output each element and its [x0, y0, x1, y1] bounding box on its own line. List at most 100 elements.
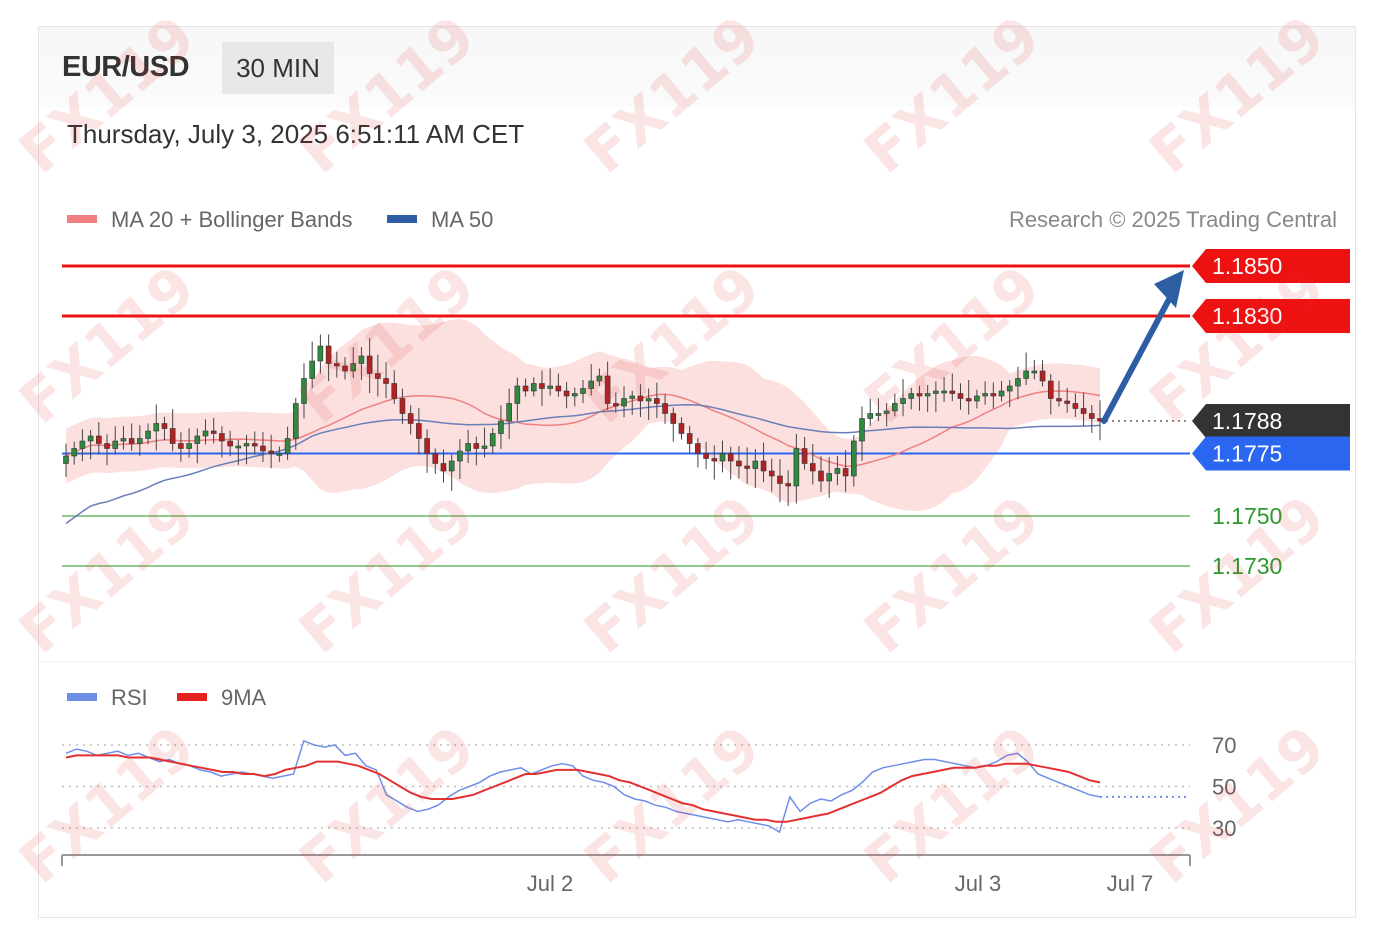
candle-body [1015, 378, 1021, 387]
candle [1015, 366, 1021, 400]
candle-body [547, 385, 553, 389]
candle [727, 446, 734, 480]
candle-body [1039, 370, 1046, 382]
candle-body [457, 450, 463, 462]
candle [366, 338, 373, 394]
candle [120, 426, 127, 450]
candle-body [489, 433, 496, 447]
candle-body [678, 423, 685, 434]
resistance-2-tag [1192, 249, 1350, 283]
x-tick-label: Jul 2 [527, 871, 573, 896]
candle-body [563, 390, 570, 397]
candle [1072, 393, 1079, 417]
ma20-line [65, 390, 1101, 467]
9ma-swatch [177, 693, 207, 702]
candle [621, 386, 627, 418]
candle-body [276, 453, 283, 456]
candle-body [809, 463, 816, 472]
candle [358, 346, 365, 380]
x-tick-label: Jul 7 [1107, 871, 1153, 896]
candle [924, 385, 931, 413]
candle-body [998, 390, 1005, 397]
research-credit: Research © 2025 Trading Central [1008, 207, 1337, 232]
projection-arrow-shaft [1101, 287, 1177, 424]
candle-body [87, 435, 94, 442]
candle-body [629, 395, 636, 399]
candle-body [711, 458, 718, 462]
candle [818, 456, 824, 492]
candle [334, 351, 340, 378]
candle-body [982, 393, 988, 397]
candle-body [137, 438, 143, 444]
candle-body [522, 385, 529, 392]
candle-body [555, 385, 562, 392]
timeframe-badge[interactable]: 30 MIN [222, 42, 334, 94]
candle-body [104, 443, 110, 449]
candle-body [539, 383, 545, 389]
candle [547, 368, 553, 396]
candle-body [916, 393, 923, 397]
candle [662, 394, 668, 424]
candle [580, 380, 586, 403]
candle [317, 334, 324, 374]
candle-body [112, 440, 119, 449]
candle [908, 387, 915, 410]
candle-body [465, 443, 471, 452]
candle [325, 334, 332, 382]
candle-body [957, 393, 964, 399]
pivot-tag [1192, 436, 1350, 471]
candle [998, 381, 1005, 402]
legend-9ma-label: 9MA [221, 685, 267, 710]
watermark-text: FX119 [287, 713, 488, 897]
candle [801, 436, 808, 470]
candle-body [965, 398, 972, 402]
candle [169, 409, 176, 452]
candle-body [424, 438, 430, 454]
candle-body [169, 428, 176, 444]
projection-arrow-head [1154, 270, 1184, 308]
candle [145, 423, 151, 445]
candle-body [96, 435, 102, 444]
candle [104, 434, 110, 466]
x-tick-label: Jul 3 [955, 871, 1001, 896]
candle [87, 429, 94, 460]
candle-body [358, 355, 365, 364]
candle [112, 426, 119, 455]
candle-body [243, 443, 250, 447]
candle-body [892, 403, 898, 412]
candle-body [867, 413, 874, 419]
candle-body [924, 393, 931, 397]
candle-body [71, 448, 78, 457]
watermark-text: FX119 [7, 253, 208, 437]
candle-body [1080, 408, 1087, 414]
candle [481, 427, 488, 458]
candle-body [834, 468, 841, 474]
candle-body [375, 373, 381, 379]
candle-body [826, 473, 832, 482]
candle-body [350, 363, 357, 372]
candle [982, 381, 988, 405]
legend-ma50: MA 50 [387, 207, 493, 233]
candle [530, 377, 537, 397]
candle [268, 434, 274, 469]
candle [292, 397, 299, 450]
candle [842, 450, 849, 492]
rsi-level-label-70: 70 [1212, 733, 1236, 758]
candle-body [416, 423, 422, 439]
candle-body [621, 398, 627, 407]
candle [777, 459, 783, 503]
candle-body [292, 403, 299, 439]
candle-body [448, 460, 455, 472]
watermark-text: FX119 [572, 713, 773, 897]
candle [219, 426, 225, 458]
candle [498, 405, 504, 449]
candle-body [399, 398, 406, 414]
candle-body [161, 423, 168, 429]
candle-body [695, 443, 701, 454]
candle [941, 377, 947, 402]
candle [71, 441, 78, 465]
candle-body [686, 433, 693, 444]
candle-body [736, 460, 742, 467]
legend-9ma: 9MA [177, 685, 266, 711]
